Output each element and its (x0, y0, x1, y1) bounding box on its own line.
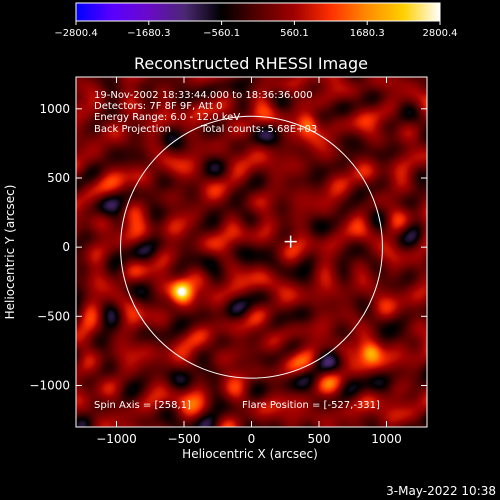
solar-disk-circle (120, 115, 383, 379)
annotation-detectors: Detectors: 7F 8F 9F, Att 0 (94, 101, 222, 112)
colorbar-tick-label: −560.1 (203, 28, 240, 39)
flare-marker (284, 235, 297, 248)
colorbar-tick-label: −2800.4 (54, 28, 97, 39)
annotation-total-counts: Total counts: 5.68E+03 (200, 124, 317, 135)
colorbar-tick-label: −1680.3 (127, 28, 170, 39)
colorbar-tick-label: 1680.3 (350, 28, 385, 39)
colorbar-tick-label: 2800.4 (423, 28, 458, 39)
y-tick-label: 500 (47, 171, 70, 185)
annotation-time-range: 19-Nov-2002 18:33:44.000 to 18:36:36.000 (94, 90, 313, 101)
plot-area: −1000 −500 0 500 1000 −1000 −500 0 500 1000 (29, 76, 428, 446)
heatmap-image (76, 77, 427, 427)
y-tick-label: −500 (37, 309, 70, 323)
colorbar-ticks: −2800.4 −1680.3 −560.1 560.1 1680.3 2800.4 (54, 21, 458, 39)
x-axis-label: Heliocentric X (arcsec) (182, 447, 318, 461)
x-tick-label: 500 (308, 432, 331, 446)
x-tick-label: 1000 (371, 432, 402, 446)
x-tick-label: −500 (168, 432, 201, 446)
axis-ticks: −1000 −500 0 500 1000 −1000 −500 0 500 1000 (29, 77, 427, 446)
colorbar: −2800.4 −1680.3 −560.1 560.1 1680.3 2800.4 (54, 2, 458, 39)
chart-title: Reconstructed RHESSI Image (134, 54, 368, 73)
x-tick-label: −1000 (96, 432, 137, 446)
y-axis-label: Heliocentric Y (arcsec) (3, 185, 17, 320)
colorbar-tick-label: 560.1 (280, 28, 309, 39)
annotation-method: Back Projection (94, 124, 171, 135)
annotation-spin-axis: Spin Axis = [258,1] (94, 400, 191, 411)
footer-date: 3-May-2022 10:38 (386, 484, 496, 498)
y-tick-label: 0 (62, 240, 70, 254)
annotation-energy-range: Energy Range: 6.0 - 12.0 keV (94, 112, 240, 123)
x-tick-label: 0 (248, 432, 256, 446)
colorbar-gradient (75, 2, 441, 22)
y-tick-label: 1000 (39, 102, 70, 116)
plot-annotations: 19-Nov-2002 18:33:44.000 to 18:36:36.000… (94, 90, 380, 411)
annotation-flare-position: Flare Position = [-527,-331] (242, 400, 380, 411)
y-tick-label: −1000 (29, 378, 70, 392)
